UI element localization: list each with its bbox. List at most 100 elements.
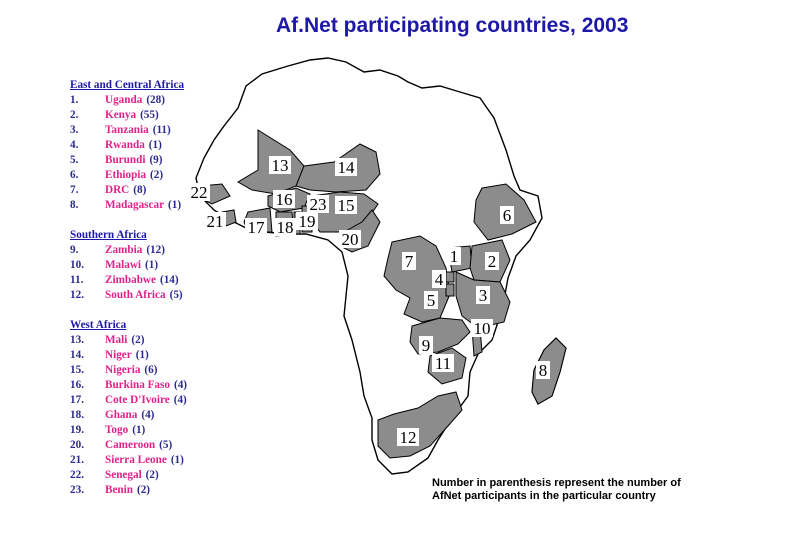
country-name: Burundi bbox=[105, 154, 146, 166]
country-name: Malawi bbox=[105, 259, 142, 271]
map-label-box bbox=[204, 212, 226, 230]
entry-number: 20. bbox=[70, 439, 84, 451]
map-country-number: 7 bbox=[405, 252, 414, 271]
entry-number: 12. bbox=[70, 289, 84, 301]
entry-number: 14. bbox=[70, 349, 84, 361]
participant-count: (1) bbox=[168, 199, 182, 211]
participant-count: (1) bbox=[170, 454, 184, 466]
country-name: Cameroon bbox=[105, 439, 156, 451]
country-name: Cote D'Ivoire bbox=[105, 394, 170, 406]
country-name: Tanzania bbox=[105, 124, 149, 136]
participant-count: (11) bbox=[152, 124, 171, 136]
legend-section-heading: East and Central Africa bbox=[70, 79, 185, 91]
country-name: Rwanda bbox=[105, 139, 145, 151]
participant-count: (2) bbox=[150, 169, 164, 181]
legend-section-southern: Southern Africa 9. Zambia (12) 10. Malawi (1… bbox=[70, 228, 187, 303]
legend-section-heading: Southern Africa bbox=[70, 229, 147, 241]
entry-number: 13. bbox=[70, 334, 84, 346]
map-country-number: 16 bbox=[276, 190, 293, 209]
country-name: Senegal bbox=[105, 469, 142, 481]
participant-count: (1) bbox=[145, 259, 159, 271]
entry-number: 4. bbox=[70, 139, 79, 151]
participant-count: (55) bbox=[140, 109, 159, 121]
country-rwanda bbox=[445, 271, 455, 283]
legend-section-heading: West Africa bbox=[70, 319, 127, 331]
entry-number: 5. bbox=[70, 154, 79, 166]
map-country-number: 11 bbox=[435, 354, 451, 373]
participant-count: (2) bbox=[145, 469, 159, 481]
entry-number: 3. bbox=[70, 124, 79, 136]
participant-count: (12) bbox=[146, 244, 165, 256]
map-country-number: 17 bbox=[248, 218, 266, 237]
legend-entry: 8. Madagascar (1) bbox=[70, 198, 187, 213]
country-name: Kenya bbox=[105, 109, 137, 121]
legend-entry: 1. Uganda (28) bbox=[70, 93, 187, 108]
map-label-box bbox=[269, 156, 291, 174]
legend-entry: 21. Sierra Leone (1) bbox=[70, 453, 187, 468]
map-country-number: 10 bbox=[474, 319, 491, 338]
entry-number: 1. bbox=[70, 94, 79, 106]
map-country-number: 20 bbox=[342, 230, 359, 249]
map-label-box bbox=[339, 230, 361, 248]
legend-entry: 9. Zambia (12) bbox=[70, 243, 187, 258]
participant-count: (4) bbox=[173, 379, 188, 391]
map-country-number: 6 bbox=[503, 206, 512, 225]
footnote-line: Number in parenthesis represent the numb… bbox=[432, 477, 681, 489]
map-label-box bbox=[188, 183, 210, 201]
country-name: Burkina Faso bbox=[105, 379, 170, 391]
legend-entry: 4. Rwanda (1) bbox=[70, 138, 187, 153]
footnote: Number in parenthesis represent the numb… bbox=[432, 477, 681, 503]
map-label-box bbox=[307, 195, 329, 213]
legend-entry: 12. South Africa (5) bbox=[70, 288, 187, 303]
entry-number: 8. bbox=[70, 199, 79, 211]
map-label-box bbox=[424, 291, 438, 309]
participant-count: (2) bbox=[131, 334, 145, 346]
legend-entry: 22. Senegal (2) bbox=[70, 468, 187, 483]
map-label-box bbox=[402, 252, 416, 270]
participant-count: (8) bbox=[133, 184, 147, 196]
legend-entry: 19. Togo (1) bbox=[70, 423, 187, 438]
entry-number: 23. bbox=[70, 484, 84, 496]
map-label-box bbox=[335, 196, 357, 214]
country-name: Uganda bbox=[105, 94, 143, 106]
entry-number: 6. bbox=[70, 169, 79, 181]
map-label-box bbox=[273, 190, 295, 208]
country-name: Sierra Leone bbox=[105, 454, 167, 466]
legend-entry: 11. Zimbabwe (14) bbox=[70, 273, 187, 288]
country-name: Madagascar bbox=[105, 199, 165, 211]
map-label-box bbox=[397, 428, 419, 446]
map-country-number: 21 bbox=[207, 212, 224, 231]
legend-section-east-central: East and Central Africa 1. Uganda (28) 2. K… bbox=[70, 78, 187, 213]
country-name: DRC bbox=[105, 184, 130, 196]
participant-count: (4) bbox=[141, 409, 155, 421]
map-country-number: 15 bbox=[338, 196, 355, 215]
participant-count: (6) bbox=[144, 364, 158, 376]
map-country-number: 13 bbox=[272, 156, 289, 175]
map-country-number: 5 bbox=[427, 291, 436, 310]
country-name: Nigeria bbox=[105, 364, 141, 376]
participant-count: (5) bbox=[159, 439, 173, 451]
entry-number: 15. bbox=[70, 364, 84, 376]
entry-number: 18. bbox=[70, 409, 84, 421]
map-label-box bbox=[476, 286, 490, 304]
map-label-box bbox=[485, 252, 499, 270]
country-name: Zambia bbox=[105, 244, 143, 256]
participant-count: (28) bbox=[146, 94, 165, 106]
map-label-box bbox=[432, 270, 446, 288]
legend-entry: 3. Tanzania (11) bbox=[70, 123, 187, 138]
participant-count: (9) bbox=[149, 154, 163, 166]
legend-entry: 10. Malawi (1) bbox=[70, 258, 187, 273]
legend-entry: 2. Kenya (55) bbox=[70, 108, 187, 123]
map-label-box bbox=[471, 319, 493, 337]
legend-entry: 20. Cameroon (5) bbox=[70, 438, 187, 453]
map-country-number: 1 bbox=[450, 247, 459, 266]
legend-entry: 23. Benin (2) bbox=[70, 483, 187, 498]
legend-entry: 14. Niger (1) bbox=[70, 348, 187, 363]
legend-entry: 13. Mali (2) bbox=[70, 333, 187, 348]
country-name: Niger bbox=[105, 349, 132, 361]
participant-count: (1) bbox=[132, 424, 146, 436]
participant-count: (1) bbox=[135, 349, 149, 361]
entry-number: 19. bbox=[70, 424, 84, 436]
legend-entry: 17. Cote D'Ivoire (4) bbox=[70, 393, 187, 408]
entry-number: 21. bbox=[70, 454, 84, 466]
